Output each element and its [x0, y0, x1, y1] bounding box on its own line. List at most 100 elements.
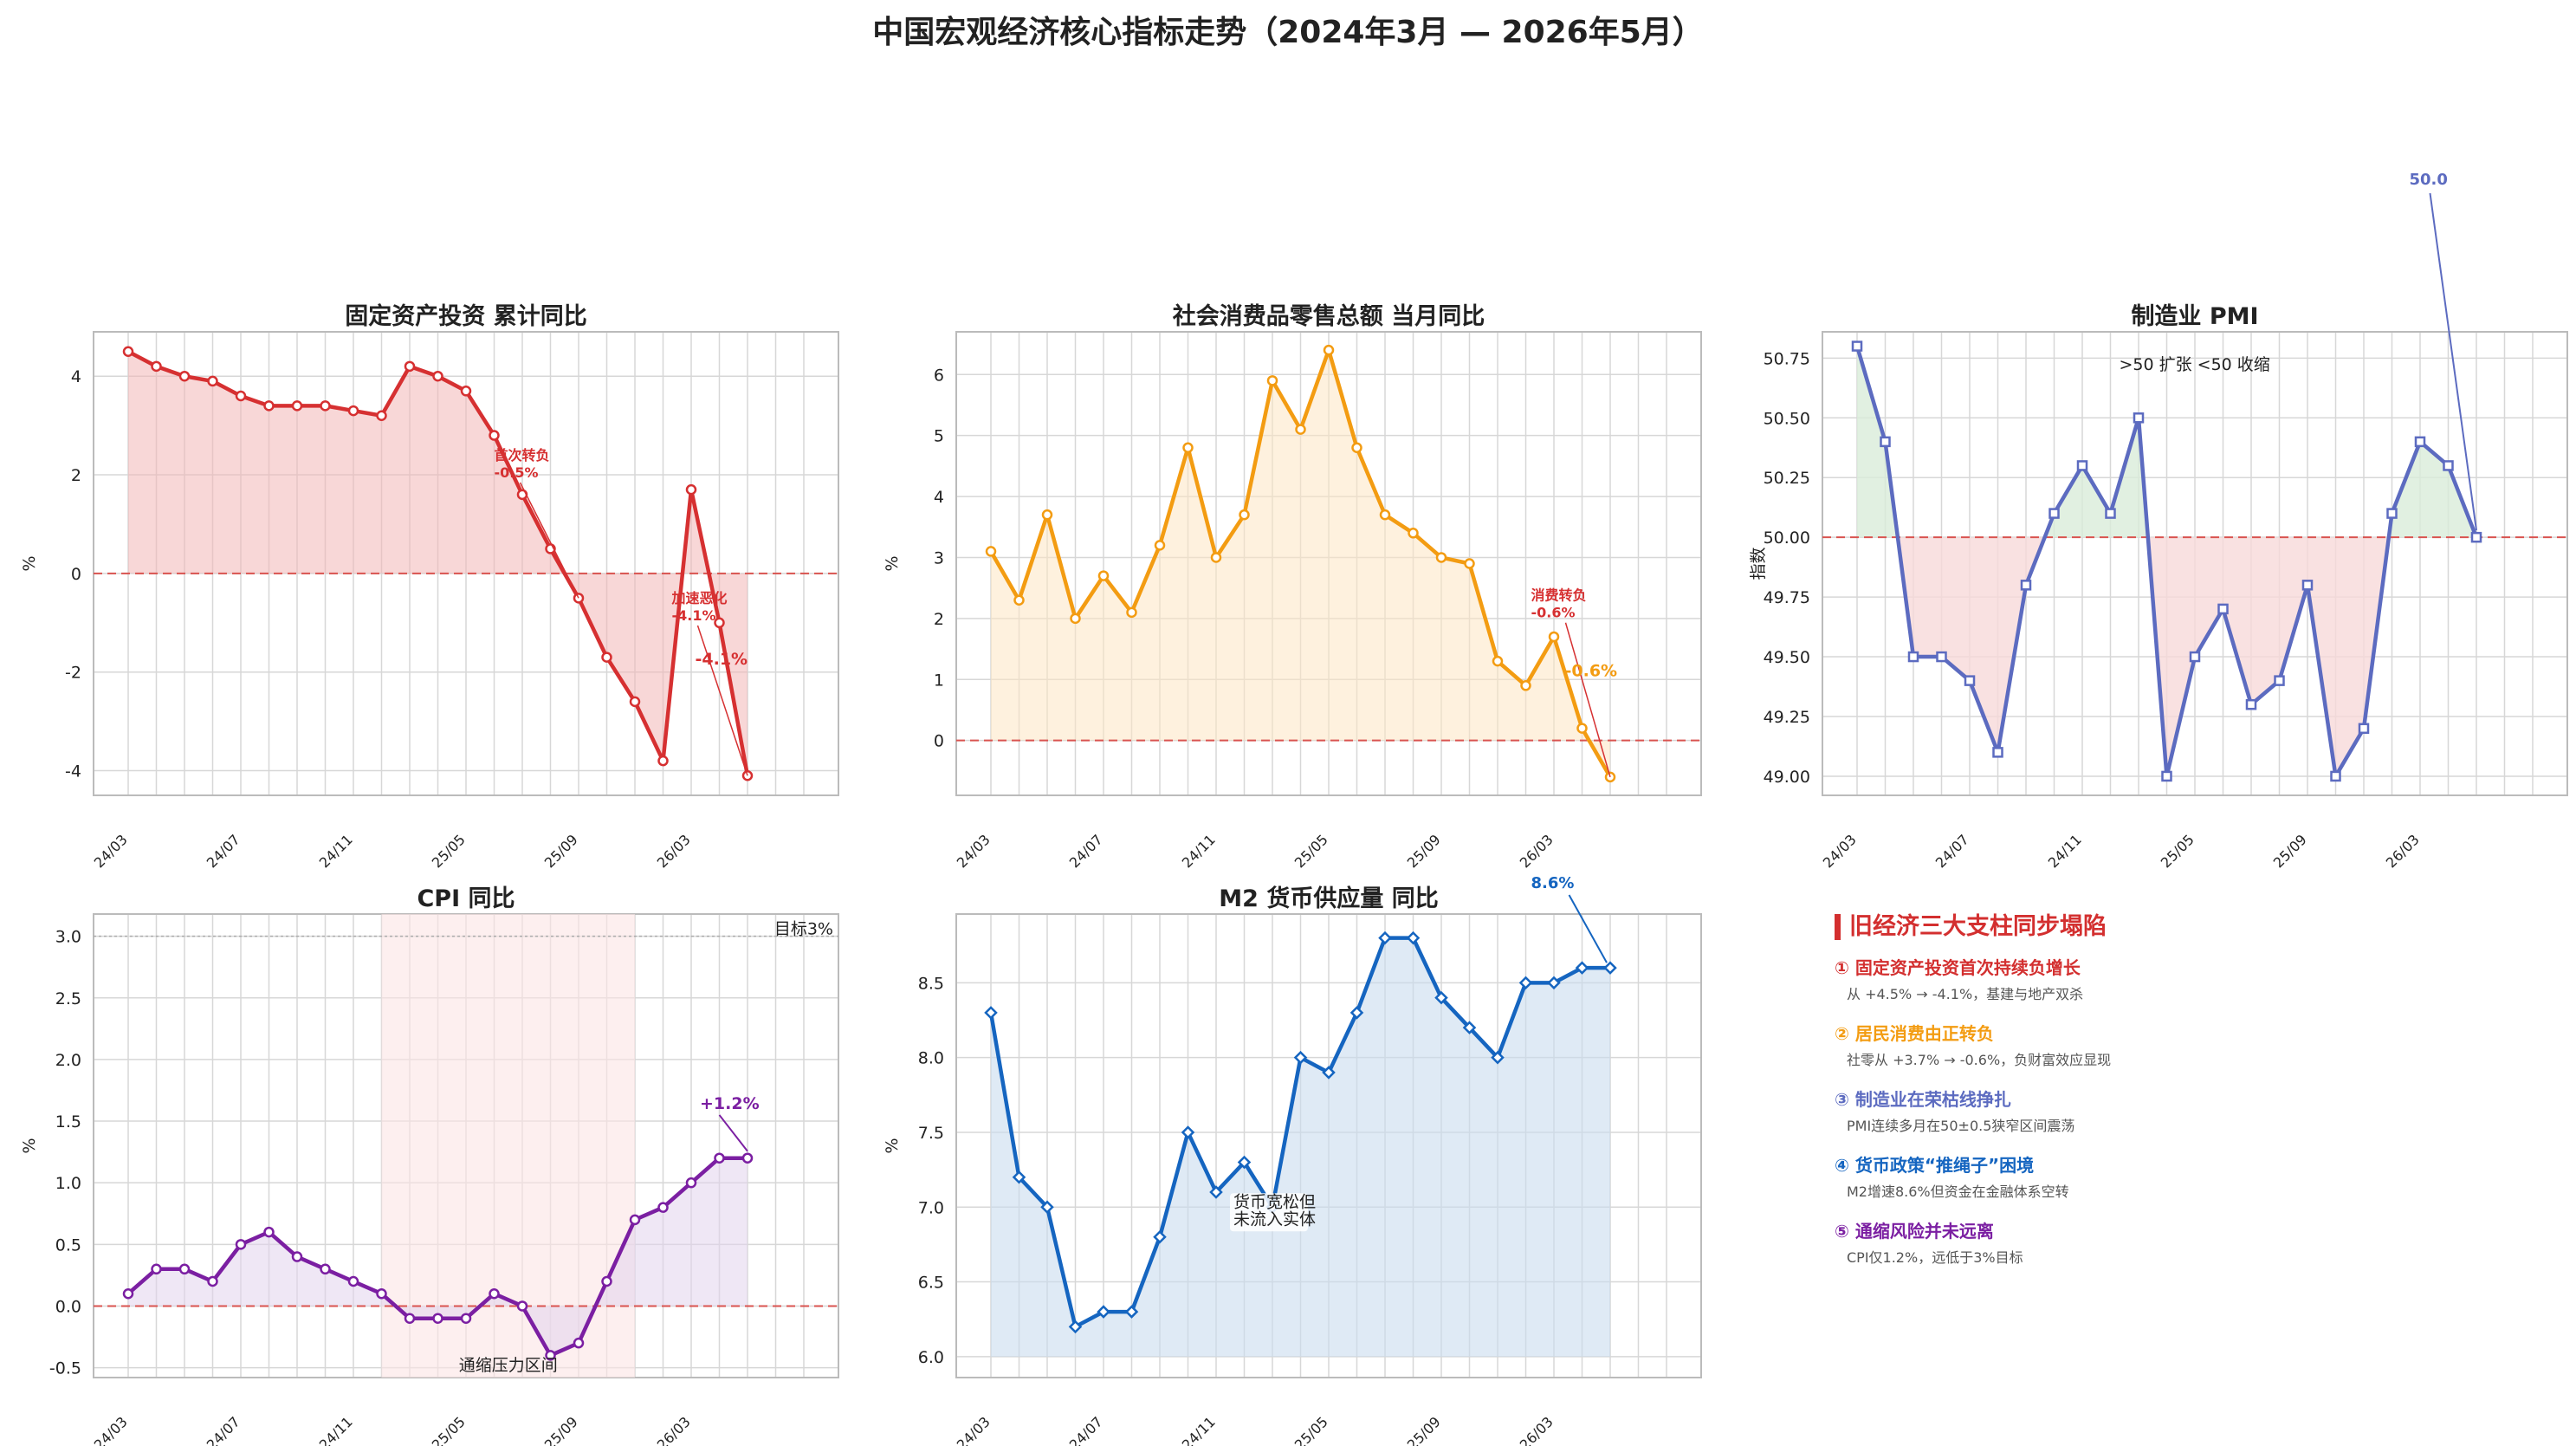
- y-tick-label: 1: [934, 671, 944, 690]
- annotation-text: 消费转负: [1531, 587, 1587, 604]
- data-point: [1435, 552, 1447, 563]
- plot-frame: [93, 331, 839, 796]
- data-point: [1936, 651, 1947, 663]
- data-point: [685, 483, 697, 496]
- data-point: [291, 1251, 303, 1262]
- data-point: [2274, 675, 2285, 686]
- x-tick-label: 26/03: [1517, 831, 1557, 871]
- data-point: [545, 1350, 556, 1361]
- data-point: [347, 405, 359, 417]
- x-tick-label: 26/03: [2383, 831, 2423, 871]
- summary-item-desc: M2增速8.6%但资金在金融体系空转: [1847, 1183, 2069, 1200]
- data-point: [1209, 1185, 1223, 1199]
- data-point: [629, 1214, 641, 1226]
- data-point: [741, 1152, 754, 1164]
- data-point: [1518, 976, 1533, 990]
- data-point: [1464, 558, 1475, 569]
- y-tick-label: -2: [65, 664, 81, 683]
- x-tick-label: 25/09: [1404, 831, 1444, 871]
- y-tick-label: 50.75: [1764, 349, 1810, 368]
- zone-label: 通缩压力区间: [459, 1356, 558, 1375]
- annotation-text: 8.6%: [1531, 874, 1575, 892]
- summary-item: ⑤ 通缩风险并未远离 CPI仅1.2%，远低于3%目标: [1835, 1219, 2510, 1269]
- x-tick-label: 24/07: [204, 831, 243, 871]
- data-point: [714, 1152, 725, 1164]
- data-point: [2076, 460, 2088, 471]
- y-tick-label: 50.25: [1764, 469, 1810, 488]
- summary-item-head: ⑤ 通缩风险并未远离: [1835, 1221, 1994, 1242]
- summary-item: ① 固定资产投资首次持续负增长 从 +4.5% → -4.1%，基建与地产双杀: [1835, 956, 2510, 1006]
- x-tick-label: 24/03: [91, 831, 131, 871]
- data-point: [1210, 552, 1222, 563]
- summary-title: 旧经济三大支柱同步塌陷: [1835, 914, 2510, 940]
- x-tick-label: 26/03: [654, 831, 694, 871]
- annotation-arrow: [2429, 192, 2477, 531]
- annotation-arrow: [1568, 894, 1608, 963]
- x-tick-label: 24/11: [1179, 831, 1219, 871]
- data-point: [489, 430, 500, 441]
- data-point: [985, 546, 997, 557]
- chart-fai: -4 -2 0 2 4% 24/03 24/07 24/11 25/05 25/09 26/03 首次…: [20, 331, 839, 871]
- y-tick-label: 50.00: [1764, 528, 1810, 548]
- data-point: [601, 1275, 612, 1287]
- annotation-text: -0.5%: [495, 464, 539, 481]
- data-point: [2470, 531, 2482, 543]
- data-point: [122, 1287, 134, 1300]
- annotation-box: [1230, 1193, 1308, 1232]
- data-point: [714, 617, 725, 629]
- y-tick-label: 6: [934, 366, 944, 385]
- chart-m2: 6.0 6.5 7.0 7.5 8.0 8.5% 24/03 24/07 24/11 25/05 2…: [883, 874, 1702, 1446]
- annotation-arrow: [718, 1114, 748, 1152]
- summary-item-desc: CPI仅1.2%，远低于3%目标: [1847, 1249, 2023, 1266]
- data-point: [1406, 930, 1421, 945]
- y-axis-label: %: [883, 1138, 902, 1153]
- data-point: [1575, 961, 1589, 975]
- y-tick-label: 3: [934, 548, 944, 567]
- data-point: [984, 1006, 998, 1020]
- annotation-text: 未流入实体: [1233, 1209, 1316, 1229]
- data-point: [1154, 540, 1166, 551]
- annotation-text: +1.2%: [700, 1094, 760, 1113]
- data-point: [2301, 580, 2314, 591]
- data-point: [151, 360, 162, 373]
- y-tick-label: 6.5: [918, 1274, 944, 1293]
- data-point: [1068, 1320, 1083, 1334]
- data-point: [1491, 1050, 1505, 1065]
- x-tick-label: 25/05: [1291, 831, 1331, 871]
- annotation-text: -0.6%: [1531, 605, 1576, 621]
- summary-panel: 旧经济三大支柱同步塌陷 ① 固定资产投资首次持续负增长 从 +4.5% → -4…: [1835, 914, 2510, 1285]
- chart-pmi: 49.00 49.25 49.50 49.75 50.00 50.25 50.50 50.75…: [1749, 171, 2568, 871]
- annotation-text: -4.1%: [696, 650, 748, 669]
- y-tick-label: 49.50: [1764, 648, 1810, 667]
- area-fill-expansion: [1857, 346, 2476, 538]
- x-tick-label: 24/11: [2045, 831, 2085, 871]
- data-point: [1181, 1125, 1195, 1139]
- data-point: [1153, 1230, 1167, 1244]
- y-tick-label: 7.5: [918, 1124, 944, 1143]
- data-point: [263, 1226, 275, 1238]
- y-axis-label: %: [883, 555, 902, 571]
- x-tick-label: 24/07: [1066, 831, 1106, 871]
- annotation-arrow: [1564, 622, 1611, 778]
- y-tick-label: -0.5: [49, 1359, 81, 1378]
- chart-title-retail: 社会消费品零售总额 当月同比: [1172, 303, 1485, 330]
- y-tick-label: 6.0: [918, 1348, 944, 1367]
- data-point: [320, 400, 331, 412]
- data-point: [122, 346, 134, 358]
- x-tick-label: 26/03: [1517, 1413, 1557, 1446]
- chart-title-m2: M2 货币供应量 同比: [1219, 885, 1439, 912]
- chart-cpi: -0.5 0.0 0.5 1.0 1.5 2.0 2.5 3.0% 24/03 24/07 24/1…: [20, 913, 839, 1446]
- x-tick-label: 25/05: [429, 831, 469, 871]
- data-point: [1097, 1305, 1110, 1319]
- data-point: [1349, 1006, 1364, 1020]
- x-tick-label: 24/11: [316, 831, 356, 871]
- summary-item-head: ④ 货币政策“推绳子”困境: [1835, 1155, 2035, 1176]
- y-axis-label: %: [20, 1138, 39, 1153]
- plot-frame: [1822, 331, 2568, 796]
- area-fill: [991, 937, 1610, 1357]
- data-point: [573, 1337, 585, 1349]
- chart-title-cpi: CPI 同比: [417, 885, 515, 912]
- data-point: [376, 1287, 387, 1300]
- x-tick-label: 24/03: [91, 1413, 131, 1446]
- data-point: [1379, 509, 1391, 521]
